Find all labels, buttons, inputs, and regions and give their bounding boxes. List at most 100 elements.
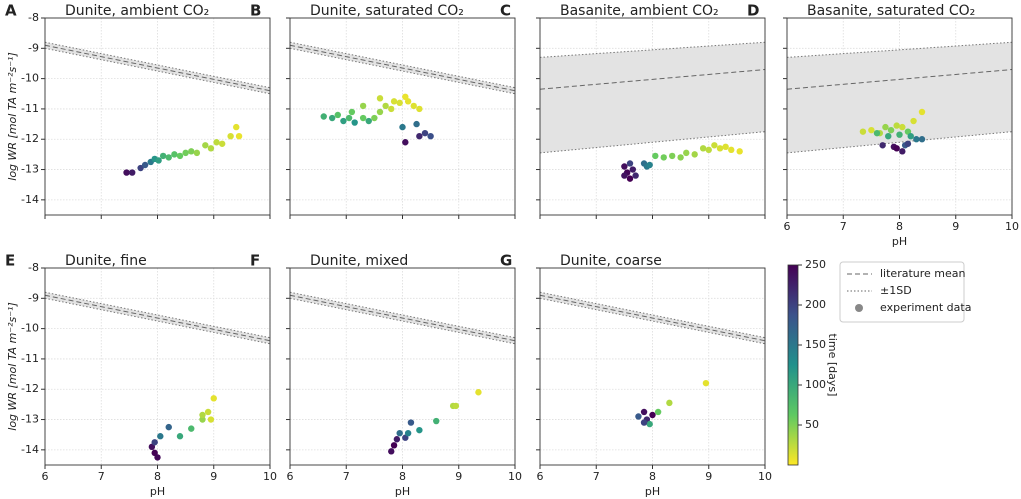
data-point: [390, 442, 398, 449]
data-point: [154, 454, 161, 461]
data-point: [621, 172, 628, 179]
data-point: [141, 161, 149, 169]
data-point: [475, 389, 482, 396]
data-point: [396, 99, 403, 107]
x-tick-label: 8: [154, 470, 161, 483]
legend-dot: [855, 304, 863, 312]
colorbar: [787, 264, 799, 466]
data-point: [345, 114, 353, 122]
data-point: [904, 140, 912, 147]
data-point: [705, 146, 712, 154]
x-tick-label: 10: [508, 470, 522, 483]
x-tick-label: 10: [758, 470, 772, 483]
x-tick-label: 10: [1005, 220, 1019, 233]
data-point: [893, 122, 900, 129]
x-tick-label: 10: [263, 470, 277, 483]
data-point: [151, 439, 158, 446]
panel-letter: D: [747, 2, 759, 20]
data-point: [632, 172, 639, 179]
data-point: [728, 146, 735, 154]
x-tick-label: 7: [840, 220, 847, 233]
colorbar-tick-label: 150: [805, 338, 826, 351]
legend-label: experiment data: [880, 301, 971, 314]
data-point: [859, 128, 867, 135]
data-point: [421, 129, 429, 137]
data-point: [918, 108, 926, 116]
data-point: [123, 169, 130, 176]
data-point: [879, 142, 886, 149]
data-point: [907, 133, 914, 140]
sd-line: [786, 131, 1013, 154]
plot-frame: [289, 17, 516, 216]
x-axis-label: pH: [395, 485, 410, 498]
data-point: [899, 148, 906, 155]
panel-title: Dunite, ambient CO₂: [65, 3, 209, 19]
data-point: [159, 152, 167, 160]
data-point: [235, 133, 243, 140]
data-point: [334, 111, 342, 119]
plot-area: [45, 18, 270, 215]
data-point: [649, 411, 656, 419]
mean-line: [289, 294, 516, 342]
data-point: [176, 152, 184, 160]
data-point: [410, 102, 417, 110]
data-point: [668, 152, 676, 160]
data-point: [340, 117, 347, 125]
data-point: [868, 126, 875, 134]
data-point: [626, 175, 634, 182]
panel-title: Dunite, mixed: [310, 253, 408, 269]
y-tick-label: -14: [21, 193, 39, 206]
data-point: [365, 117, 372, 125]
data-point: [207, 416, 215, 423]
colorbar-tick-label: 100: [805, 378, 826, 391]
data-point: [233, 123, 240, 131]
mean-line: [786, 69, 1013, 90]
plot-frame: [44, 17, 271, 216]
x-tick-label: 7: [343, 470, 350, 483]
mean-line: [44, 44, 271, 92]
y-tick-label: -10: [21, 322, 39, 335]
plot-frame: [44, 267, 271, 466]
data-point: [882, 123, 889, 131]
y-tick-label: -14: [21, 443, 39, 456]
mean-line: [44, 294, 271, 342]
data-point: [683, 149, 690, 157]
panel-title: Dunite, fine: [65, 253, 147, 269]
y-tick-label: -9: [28, 291, 39, 304]
x-tick-label: 8: [649, 470, 656, 483]
data-point: [913, 136, 920, 143]
data-point: [722, 143, 729, 151]
data-point: [413, 120, 420, 128]
data-point: [654, 408, 662, 416]
plot-area: [290, 268, 515, 465]
data-point: [646, 161, 653, 169]
colorbar-tick-label: 50: [805, 418, 819, 431]
data-point: [165, 423, 172, 431]
data-point: [640, 408, 648, 416]
data-point: [416, 426, 423, 434]
x-axis-label: pH: [645, 485, 660, 498]
data-point: [188, 425, 195, 432]
data-point: [188, 148, 195, 155]
data-point: [666, 399, 673, 407]
plot-frame: [289, 267, 516, 466]
data-point: [887, 126, 895, 134]
mean-line: [539, 69, 766, 90]
data-point: [402, 139, 409, 146]
data-point: [629, 166, 637, 173]
data-point: [402, 93, 409, 101]
data-point: [171, 151, 178, 158]
panel-title: Dunite, saturated CO₂: [310, 3, 464, 19]
data-point: [359, 114, 367, 122]
data-point: [893, 145, 900, 152]
data-point: [382, 102, 389, 110]
x-tick-label: 8: [896, 220, 903, 233]
y-tick-label: -9: [28, 41, 39, 54]
data-point: [711, 142, 718, 149]
data-point: [388, 105, 395, 113]
data-point: [213, 139, 220, 146]
data-point: [376, 95, 384, 102]
data-point: [404, 429, 412, 437]
mean-line: [539, 294, 766, 342]
y-tick-label: -8: [28, 11, 39, 24]
